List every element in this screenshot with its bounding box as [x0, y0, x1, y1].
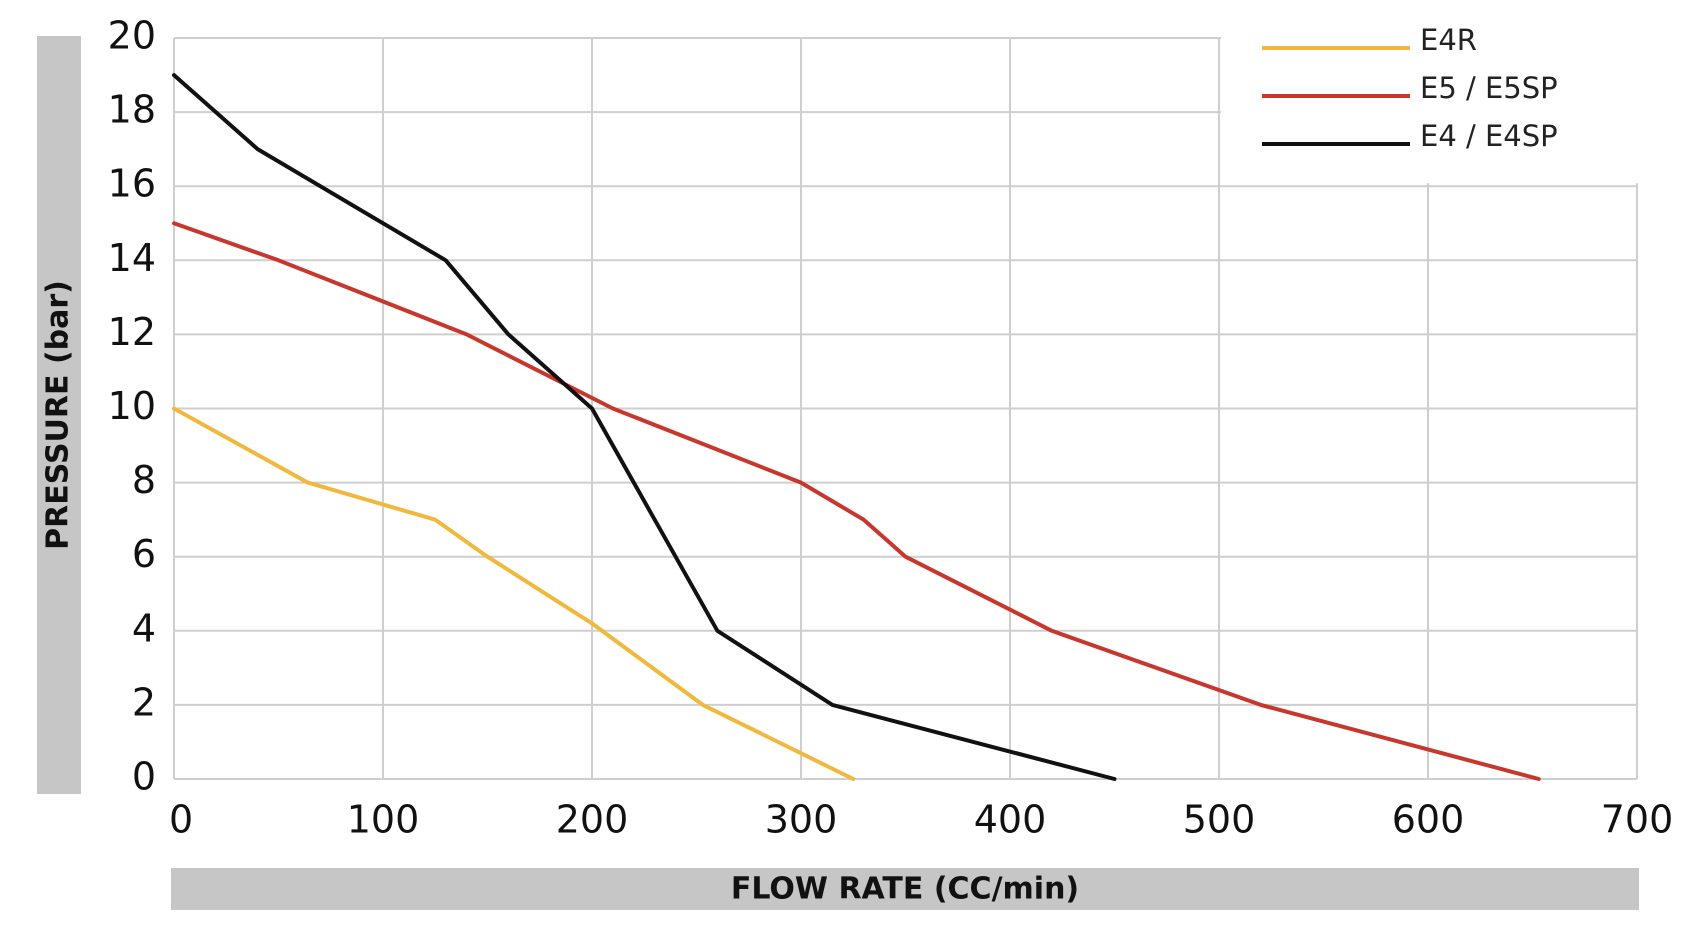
y-tick-label-8: 16 — [108, 162, 156, 206]
x-tick-label-5: 500 — [1183, 798, 1256, 842]
y-tick-label-9: 18 — [108, 88, 156, 132]
x-axis-title-bar — [171, 868, 1639, 910]
legend: E4R E5 / E5SP E4 / E4SP — [1262, 23, 1558, 153]
x-tick-label-3: 300 — [765, 798, 838, 842]
legend-background — [1221, 36, 1641, 184]
y-tick-label-4: 8 — [132, 458, 156, 502]
x-tick-label-4: 400 — [974, 798, 1047, 842]
y-tick-label-2: 4 — [132, 606, 156, 650]
y-tick-label-6: 12 — [108, 310, 156, 354]
series-line-1 — [172, 221, 1541, 781]
x-tick-label-2: 200 — [556, 798, 629, 842]
x-tick-label-6: 600 — [1392, 798, 1465, 842]
y-tick-label-10: 20 — [108, 14, 156, 58]
y-tick-label-7: 14 — [108, 236, 156, 280]
x-tick-label-1: 100 — [347, 798, 420, 842]
x-tick-label-0: 0 — [169, 798, 193, 842]
y-tick-label-3: 6 — [132, 532, 156, 576]
y-axis-title: PRESSURE (bar) — [41, 280, 76, 550]
legend-label-0: E4R — [1420, 23, 1477, 57]
y-axis-title-bar — [37, 36, 81, 794]
x-axis-title: FLOW RATE (CC/min) — [731, 872, 1079, 907]
series-line-0 — [172, 406, 856, 781]
series-line-2 — [172, 73, 1117, 781]
x-tick-labels: 0 100 200 300 400 500 600 700 — [169, 798, 1673, 842]
series-lines — [172, 73, 1541, 781]
y-tick-label-1: 2 — [132, 680, 156, 724]
legend-panel — [1221, 36, 1641, 184]
legend-label-1: E5 / E5SP — [1420, 71, 1558, 105]
x-tick-label-7: 700 — [1601, 798, 1674, 842]
y-tick-labels: 0 2 4 6 8 10 12 14 16 18 20 — [108, 14, 156, 799]
legend-label-2: E4 / E4SP — [1420, 119, 1558, 153]
y-tick-label-5: 10 — [108, 384, 156, 428]
y-tick-label-0: 0 — [132, 755, 156, 799]
